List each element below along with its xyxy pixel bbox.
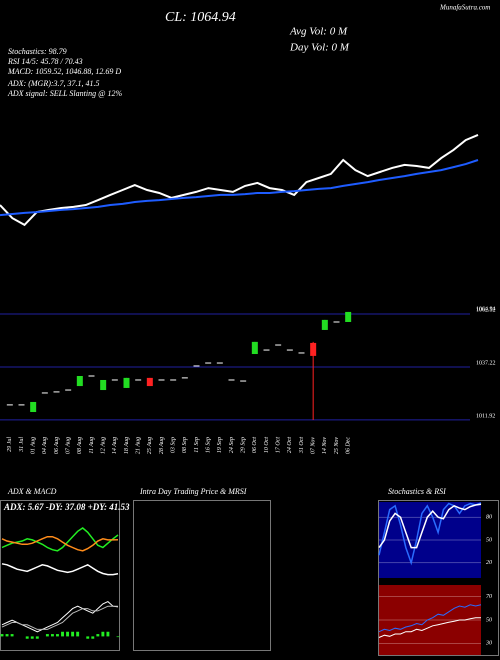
series-line	[0, 159, 479, 217]
series-line	[1, 527, 119, 552]
x-tick-label: 06 Dec	[346, 437, 352, 454]
avg-volume: Avg Vol: 0 M	[289, 26, 348, 38]
x-tick-label: 01 Aug	[31, 437, 37, 454]
series-line	[378, 604, 482, 633]
histogram-bar	[35, 636, 39, 639]
histogram-bar	[96, 634, 100, 637]
histogram-bar	[25, 636, 29, 639]
x-tick-label: 06 Aug	[54, 437, 60, 454]
x-tick-label: 25 Nov	[334, 437, 340, 455]
x-tick-label: 16 Sep	[206, 437, 212, 453]
x-tick-label: 28 Aug	[159, 437, 165, 454]
day-volume: Day Vol: 0 M	[289, 42, 350, 54]
adx-signal: ADX signal: SELL Slanting @ 12%	[7, 89, 122, 98]
panel-title: Intra Day Trading Price & MRSI	[139, 487, 247, 496]
y-tick-label: 1062.52	[476, 307, 496, 313]
x-tick-label: 21 Aug	[136, 437, 142, 454]
intraday-panel-border	[133, 500, 271, 651]
x-tick-label: 14 Nov	[321, 437, 328, 455]
x-tick-label: 08 Sep	[182, 437, 188, 453]
histogram-bar	[86, 636, 90, 639]
x-tick-label: 31 Oct	[299, 437, 305, 454]
rsi-info: RSI 14/5: 45.78 / 70.43	[7, 57, 83, 66]
x-tick-label: 03 Sep	[171, 437, 177, 453]
histogram-bar	[45, 634, 49, 637]
candle-body	[321, 319, 328, 330]
y-tick-label: 50	[486, 537, 492, 543]
y-tick-label: 80	[486, 515, 492, 521]
adx-info: ADX: (MGR):3.7, 37.1, 41.5	[7, 79, 100, 88]
x-tick-label: 06 Oct	[252, 437, 258, 453]
x-tick-label: 29 Jul	[7, 437, 13, 452]
x-tick-label: 19 Sep	[217, 437, 223, 453]
y-tick-label: 50	[486, 617, 492, 623]
x-tick-label: 24 Sep	[228, 437, 235, 453]
x-tick-label: 25 Aug	[147, 437, 153, 454]
histogram-bar	[76, 631, 80, 637]
candle-body	[251, 341, 258, 355]
adx-panel-border	[0, 500, 120, 651]
histogram-bar	[61, 631, 64, 637]
histogram-bar	[66, 631, 70, 637]
last-price-label: 1064.94	[476, 306, 496, 312]
series-line	[378, 503, 482, 549]
x-tick-label: 04 Aug	[41, 437, 48, 454]
x-tick-label: 08 Aug	[77, 437, 83, 454]
x-tick-label: 29 Sep	[241, 437, 247, 453]
histogram-bar	[0, 634, 4, 637]
y-tick-label: 30	[485, 641, 492, 647]
candle-body	[123, 377, 130, 388]
y-tick-label: 70	[486, 594, 492, 600]
panel-title: Stochastics & RSI	[388, 487, 446, 496]
candle-body	[30, 401, 37, 413]
histogram-bar	[56, 634, 59, 637]
histogram-bar	[50, 634, 54, 637]
x-tick-label: 11 Aug	[89, 437, 95, 454]
x-tick-label: 07 Aug	[66, 437, 72, 454]
series-line	[378, 617, 481, 638]
candle-body	[310, 342, 317, 356]
close-price: CL: 1064.94	[165, 10, 236, 25]
stochastics-info: Stochastics: 98.79	[8, 47, 67, 56]
series-line	[1, 605, 118, 630]
candle-body	[100, 379, 107, 391]
x-tick-label: 18 Aug	[124, 437, 130, 454]
histogram-bar	[91, 636, 95, 639]
histogram-bar	[106, 631, 110, 637]
candle-body	[146, 377, 153, 387]
histogram-bar	[5, 634, 9, 637]
histogram-bar	[116, 636, 120, 638]
x-tick-label: 14 Aug	[111, 437, 118, 454]
series-line	[1, 563, 119, 576]
x-tick-label: 10 Oct	[264, 437, 270, 453]
series-line	[1, 535, 119, 552]
x-tick-label: 24 Oct	[286, 437, 293, 453]
series-line	[0, 133, 479, 227]
histogram-bar	[71, 631, 75, 637]
panel-annotation: ADX: 5.67 -DY: 37.08 +DY: 41.53	[3, 502, 130, 512]
x-tick-label: 11 Sep	[194, 437, 200, 453]
series-line	[378, 502, 482, 566]
candle-body	[345, 311, 352, 322]
panel-title: ADX & MACD	[7, 487, 57, 496]
x-tick-label: 31 Jul	[19, 437, 25, 453]
candle-body	[76, 376, 83, 387]
histogram-bar	[101, 631, 105, 637]
y-tick-label: 1011.92	[476, 413, 495, 419]
histogram-bar	[10, 634, 14, 637]
x-tick-label: 07 Nov	[311, 437, 317, 455]
x-tick-label: 17 Oct	[276, 437, 282, 453]
macd-info: MACD: 1059.52, 1046.88, 12.69 D	[7, 67, 121, 76]
x-tick-label: 12 Aug	[101, 437, 107, 454]
histogram-bar	[30, 636, 34, 639]
watermark: MunafaSutra.com	[439, 4, 490, 12]
y-tick-label: 1037.22	[476, 360, 496, 366]
y-tick-label: 20	[486, 560, 492, 566]
stochastics-panel-border	[378, 500, 499, 656]
